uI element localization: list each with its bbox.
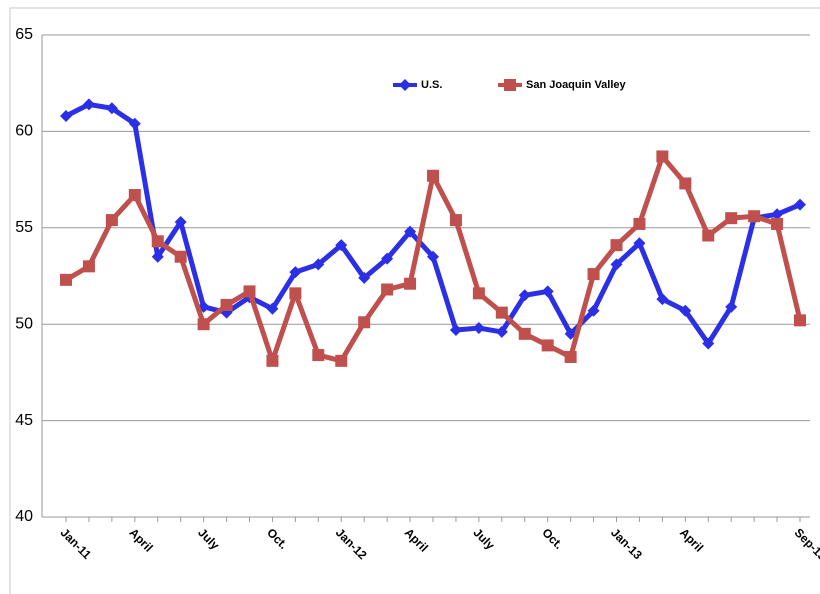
data-point: [656, 293, 669, 306]
data-point: [266, 302, 279, 315]
data-point: [541, 285, 554, 298]
data-point: [335, 354, 348, 367]
chart-frame: [9, 7, 820, 594]
data-point: [610, 239, 623, 252]
data-point: [358, 271, 371, 284]
data-point: [495, 306, 508, 319]
legend-marker: [504, 79, 516, 91]
data-point: [335, 239, 348, 252]
data-point: [771, 208, 784, 221]
x-tick-label: April: [402, 525, 431, 554]
y-tick-label: 50: [15, 315, 33, 332]
data-point: [518, 289, 531, 302]
data-point: [702, 229, 715, 242]
x-tick-label: April: [677, 525, 706, 554]
data-point: [472, 322, 485, 335]
data-point: [702, 337, 715, 350]
data-point: [105, 102, 118, 115]
data-point: [151, 235, 164, 248]
legend-label: San Joaquin Valley: [526, 79, 627, 91]
data-point: [794, 198, 806, 211]
data-point: [725, 212, 738, 225]
data-point: [151, 250, 164, 263]
data-point: [771, 217, 784, 230]
data-point: [220, 298, 233, 311]
data-point: [427, 169, 439, 182]
data-point: [82, 98, 95, 111]
data-point: [633, 237, 646, 250]
y-tick-label: 65: [15, 26, 33, 43]
data-point: [82, 260, 95, 273]
data-point: [679, 304, 692, 317]
data-point: [381, 283, 394, 296]
data-point: [564, 350, 577, 363]
legend-label: U.S.: [421, 79, 442, 91]
data-point: [633, 217, 646, 230]
data-point: [60, 109, 72, 122]
x-tick-label: April: [126, 525, 155, 554]
data-point: [449, 323, 462, 336]
x-tick-label: Jan-11: [58, 525, 95, 562]
data-point: [243, 285, 256, 298]
y-tick-label: 45: [15, 412, 33, 429]
data-point: [679, 177, 692, 190]
data-point: [610, 258, 623, 271]
y-tick-label: 40: [15, 508, 33, 525]
data-point: [105, 214, 118, 227]
x-tick-label: Sep-13: [792, 525, 820, 563]
data-point: [174, 216, 187, 229]
series-line: [64, 101, 801, 346]
data-point: [794, 314, 806, 327]
x-tick-label: Oct.: [264, 525, 290, 551]
x-tick-label: July: [471, 525, 498, 552]
data-point: [266, 354, 279, 367]
data-point: [449, 214, 462, 227]
data-point: [472, 287, 485, 300]
data-point: [312, 258, 325, 271]
data-point: [748, 210, 761, 223]
data-point: [358, 316, 371, 329]
x-tick-label: Jan-13: [608, 525, 645, 562]
data-point: [427, 250, 439, 263]
data-point: [656, 150, 669, 163]
data-point: [404, 277, 417, 290]
legend-marker: [399, 79, 411, 91]
x-tick-label: Jan-12: [333, 525, 370, 562]
data-point: [289, 266, 302, 279]
data-point: [174, 250, 187, 263]
data-point: [128, 117, 141, 130]
data-point: [587, 268, 600, 281]
data-point: [495, 325, 508, 338]
y-tick-label: 60: [15, 123, 33, 140]
x-tick-label: July: [195, 525, 222, 552]
data-point: [541, 339, 554, 352]
data-point: [197, 318, 210, 331]
data-point: [404, 225, 417, 238]
data-point: [60, 273, 72, 286]
x-tick-label: Oct.: [539, 525, 565, 551]
data-point: [312, 349, 325, 362]
data-point: [289, 287, 302, 300]
data-point: [128, 189, 141, 202]
data-point: [725, 300, 738, 313]
data-point: [587, 304, 600, 317]
data-point: [518, 327, 531, 340]
y-tick-label: 55: [15, 219, 33, 236]
data-point: [381, 252, 394, 265]
